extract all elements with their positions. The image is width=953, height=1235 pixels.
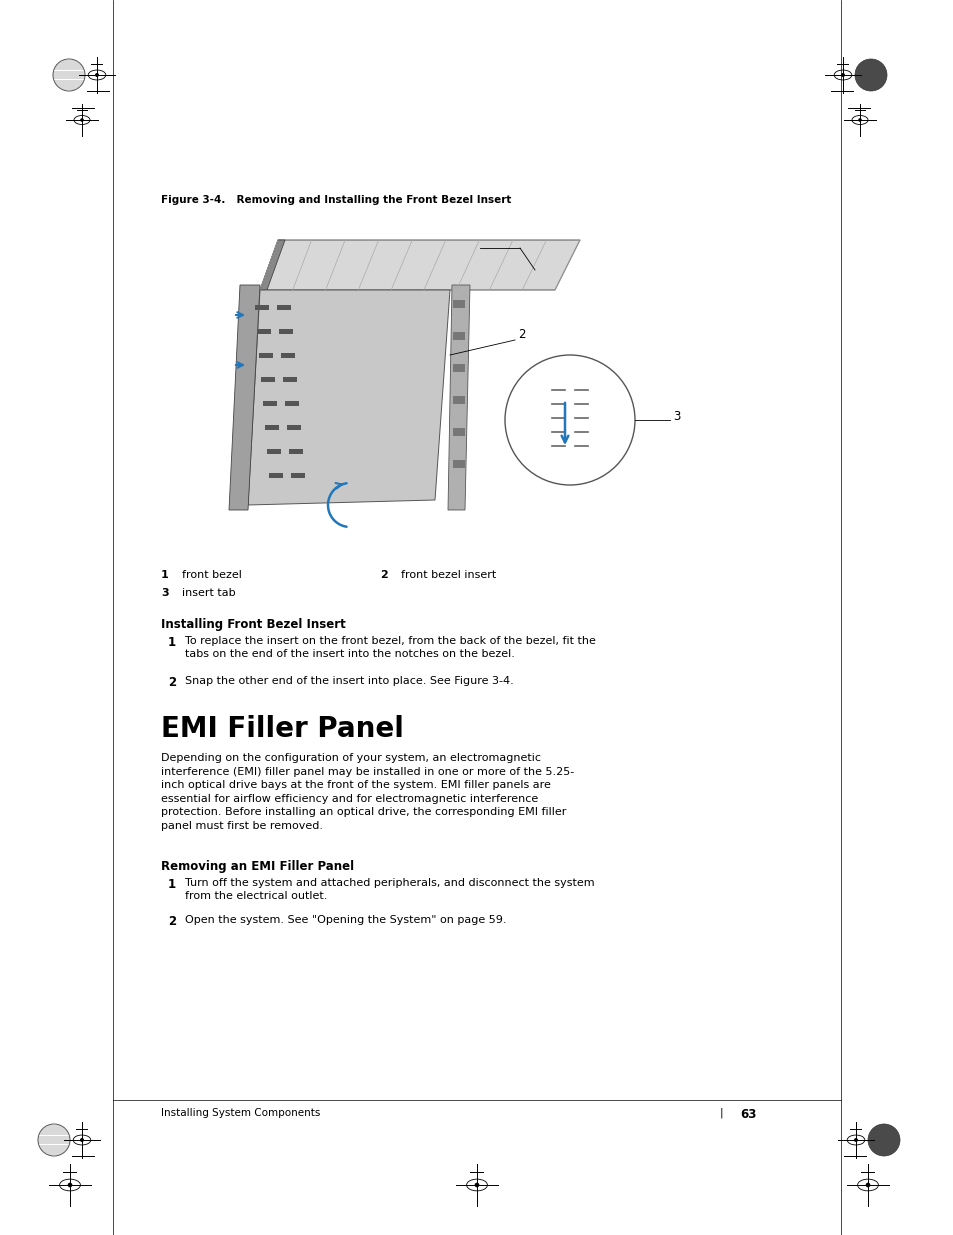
Text: Snap the other end of the insert into place. See Figure 3-4.: Snap the other end of the insert into pl… — [185, 676, 514, 685]
Text: 2: 2 — [379, 571, 387, 580]
Circle shape — [38, 1124, 70, 1156]
Text: 2: 2 — [517, 329, 525, 342]
Text: Depending on the configuration of your system, an electromagnetic
interference (: Depending on the configuration of your s… — [161, 753, 574, 831]
Text: Figure 3-4.: Figure 3-4. — [161, 195, 225, 205]
Polygon shape — [229, 285, 260, 510]
Text: 1: 1 — [537, 258, 545, 272]
Bar — [261, 377, 274, 382]
Text: |: | — [720, 1108, 723, 1119]
Circle shape — [841, 73, 844, 77]
Bar — [453, 429, 464, 436]
Text: 3: 3 — [672, 410, 679, 424]
Text: Removing an EMI Filler Panel: Removing an EMI Filler Panel — [161, 860, 354, 873]
Circle shape — [854, 59, 886, 91]
Circle shape — [80, 1137, 84, 1142]
Bar — [278, 329, 293, 333]
Text: To replace the insert on the front bezel, from the back of the bezel, fit the
ta: To replace the insert on the front bezel… — [185, 636, 596, 659]
Polygon shape — [448, 285, 470, 510]
Bar — [453, 396, 464, 404]
Bar — [254, 305, 269, 310]
Text: 3: 3 — [161, 588, 169, 598]
Circle shape — [864, 1183, 869, 1187]
Bar — [289, 450, 303, 454]
Text: front bezel: front bezel — [182, 571, 242, 580]
Bar — [258, 353, 273, 358]
Circle shape — [853, 1137, 857, 1142]
Bar — [453, 364, 464, 372]
Bar — [267, 450, 281, 454]
Bar — [283, 377, 296, 382]
Text: 1: 1 — [161, 571, 169, 580]
Bar — [453, 459, 464, 468]
Text: front bezel insert: front bezel insert — [400, 571, 496, 580]
Circle shape — [475, 1183, 478, 1187]
Text: 1: 1 — [168, 878, 176, 890]
Polygon shape — [260, 240, 285, 290]
Text: insert tab: insert tab — [182, 588, 235, 598]
Bar — [287, 425, 301, 430]
Polygon shape — [248, 290, 450, 505]
Text: Installing Front Bezel Insert: Installing Front Bezel Insert — [161, 618, 345, 631]
Text: Open the system. See "Opening the System" on page 59.: Open the system. See "Opening the System… — [185, 915, 506, 925]
Bar — [276, 305, 291, 310]
Circle shape — [80, 119, 84, 122]
Bar — [263, 401, 276, 406]
Bar — [269, 473, 283, 478]
Text: EMI Filler Panel: EMI Filler Panel — [161, 715, 403, 743]
Circle shape — [95, 73, 99, 77]
Text: 2: 2 — [168, 676, 176, 689]
Bar — [453, 332, 464, 340]
Circle shape — [68, 1183, 72, 1187]
Text: 63: 63 — [740, 1108, 756, 1121]
Text: Removing and Installing the Front Bezel Insert: Removing and Installing the Front Bezel … — [222, 195, 511, 205]
Circle shape — [53, 59, 85, 91]
Circle shape — [504, 354, 635, 485]
Bar — [256, 329, 271, 333]
Circle shape — [858, 119, 861, 122]
Text: 2: 2 — [168, 915, 176, 927]
Bar — [453, 300, 464, 308]
Text: Turn off the system and attached peripherals, and disconnect the system
from the: Turn off the system and attached periphe… — [185, 878, 594, 902]
Circle shape — [867, 1124, 899, 1156]
Polygon shape — [260, 240, 579, 290]
Bar — [291, 473, 305, 478]
Text: 1: 1 — [168, 636, 176, 650]
Bar — [265, 425, 278, 430]
Bar — [285, 401, 298, 406]
Text: Installing System Components: Installing System Components — [161, 1108, 320, 1118]
Bar — [281, 353, 294, 358]
